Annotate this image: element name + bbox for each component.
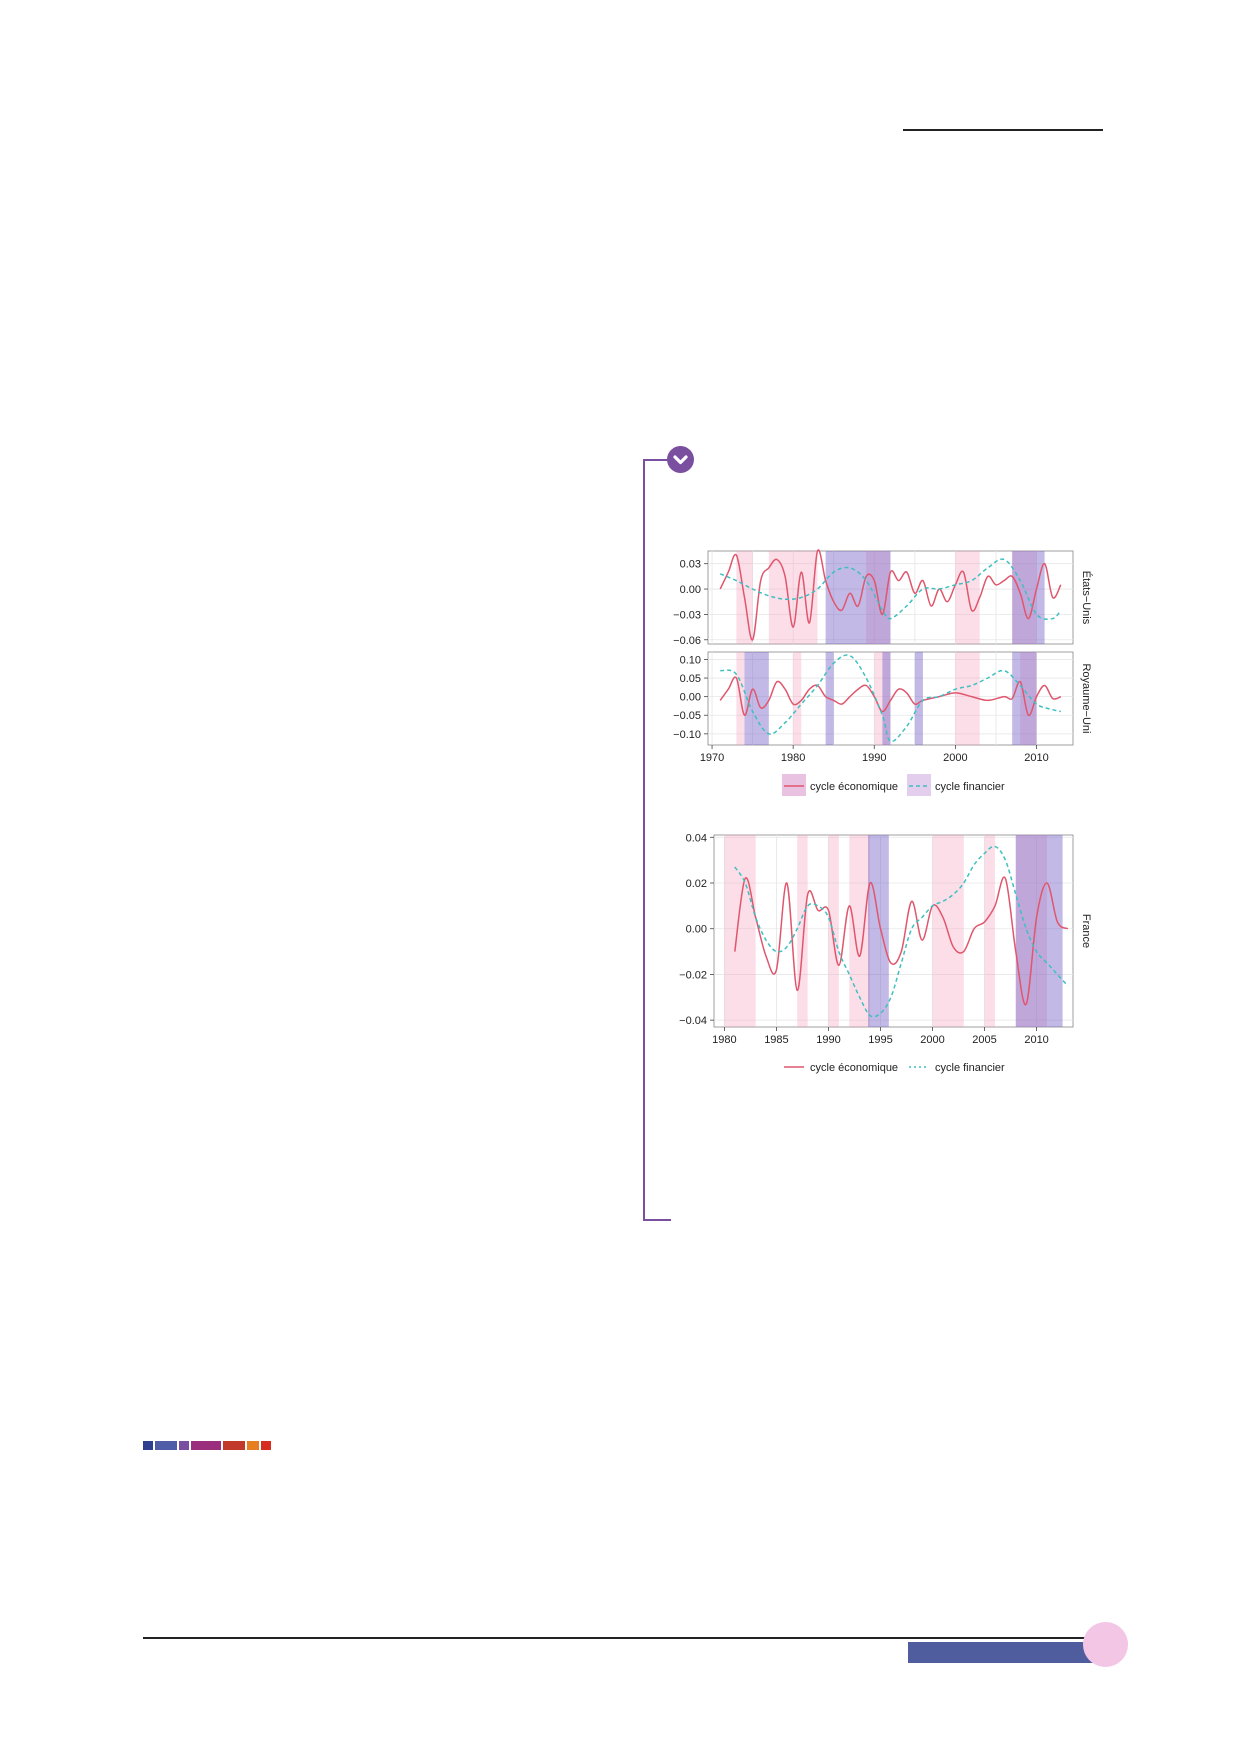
page-number-circle: [1083, 1622, 1128, 1667]
legend-key-bg: [907, 774, 931, 796]
x-tick-label: 2000: [943, 752, 967, 764]
series-line-financial: [719, 558, 1062, 621]
x-tick-label: 2010: [1024, 1034, 1048, 1046]
facet-label: Royaume−Uni: [1080, 663, 1092, 733]
y-tick-label: 0.02: [686, 878, 707, 890]
color-bar-segment: [179, 1441, 189, 1450]
band-financial: [914, 652, 923, 745]
y-tick-label: −0.03: [673, 609, 701, 621]
bottom-rule: [143, 1637, 1103, 1639]
y-tick-label: 0.00: [680, 584, 701, 596]
x-tick-label: 1970: [700, 752, 724, 764]
color-bar-segment: [155, 1441, 177, 1450]
y-tick-label: −0.06: [673, 635, 701, 647]
legend-key-bg: [782, 774, 806, 796]
band-economic: [1012, 551, 1037, 644]
band-economic: [984, 835, 995, 1027]
band-economic: [849, 835, 871, 1027]
series-line-financial: [720, 654, 1061, 743]
band-economic: [955, 551, 980, 644]
color-bar-segment: [261, 1441, 271, 1450]
legend-key-bg: [907, 1055, 931, 1077]
color-bar-segment: [143, 1441, 153, 1450]
band-financial: [882, 652, 891, 745]
y-tick-label: −0.02: [679, 969, 707, 981]
series-line-economic: [719, 676, 1062, 717]
color-bar-segment: [223, 1441, 245, 1450]
legend-label: cycle économique: [810, 1062, 898, 1074]
legend-key-bg: [782, 1055, 806, 1077]
y-tick-label: 0.03: [680, 559, 701, 571]
band-economic: [797, 835, 808, 1027]
legend-label: cycle économique: [810, 781, 898, 793]
band-financial: [868, 835, 889, 1027]
color-bar-segment: [247, 1441, 259, 1450]
facet-label: France: [1080, 914, 1092, 948]
chevron-down-icon[interactable]: [667, 446, 694, 473]
x-tick-label: 2005: [972, 1034, 996, 1046]
sidebar-bracket-line: [643, 459, 645, 1221]
x-tick-label: 2010: [1024, 752, 1048, 764]
y-tick-label: 0.00: [680, 692, 701, 704]
series-line-economic: [734, 876, 1069, 1006]
sidebar-bracket-top: [643, 459, 668, 461]
series-line-financial: [734, 845, 1069, 1018]
y-tick-label: 0.05: [680, 673, 701, 685]
y-tick-label: −0.04: [679, 1015, 707, 1027]
sidebar-bracket-bottom: [643, 1219, 671, 1221]
x-tick-label: 2000: [920, 1034, 944, 1046]
x-tick-label: 1985: [764, 1034, 788, 1046]
x-tick-label: 1990: [816, 1034, 840, 1046]
x-tick-label: 1990: [862, 752, 886, 764]
series-line-economic: [719, 549, 1062, 641]
band-economic: [793, 652, 802, 745]
band-economic: [768, 551, 818, 644]
y-tick-label: 0.10: [680, 654, 701, 666]
y-tick-label: −0.05: [673, 710, 701, 722]
band-financial: [825, 551, 891, 644]
band-economic: [874, 652, 891, 745]
footer-tab: [908, 1642, 1108, 1663]
band-economic: [1015, 835, 1047, 1027]
legend-label: cycle financier: [935, 1062, 1005, 1074]
color-bar: [143, 1441, 273, 1450]
x-tick-label: 1980: [781, 752, 805, 764]
facet-label: États−Unis: [1080, 571, 1093, 625]
x-tick-label: 1995: [868, 1034, 892, 1046]
band-financial: [1015, 835, 1063, 1027]
x-tick-label: 1980: [712, 1034, 736, 1046]
band-economic: [1020, 652, 1037, 745]
y-tick-label: 0.00: [686, 924, 707, 936]
band-economic: [828, 835, 839, 1027]
legend-label: cycle financier: [935, 781, 1005, 793]
top-rule: [903, 129, 1103, 131]
color-bar-segment: [191, 1441, 221, 1450]
y-tick-label: −0.10: [673, 729, 701, 741]
y-tick-label: 0.04: [686, 832, 707, 844]
band-economic: [724, 835, 756, 1027]
